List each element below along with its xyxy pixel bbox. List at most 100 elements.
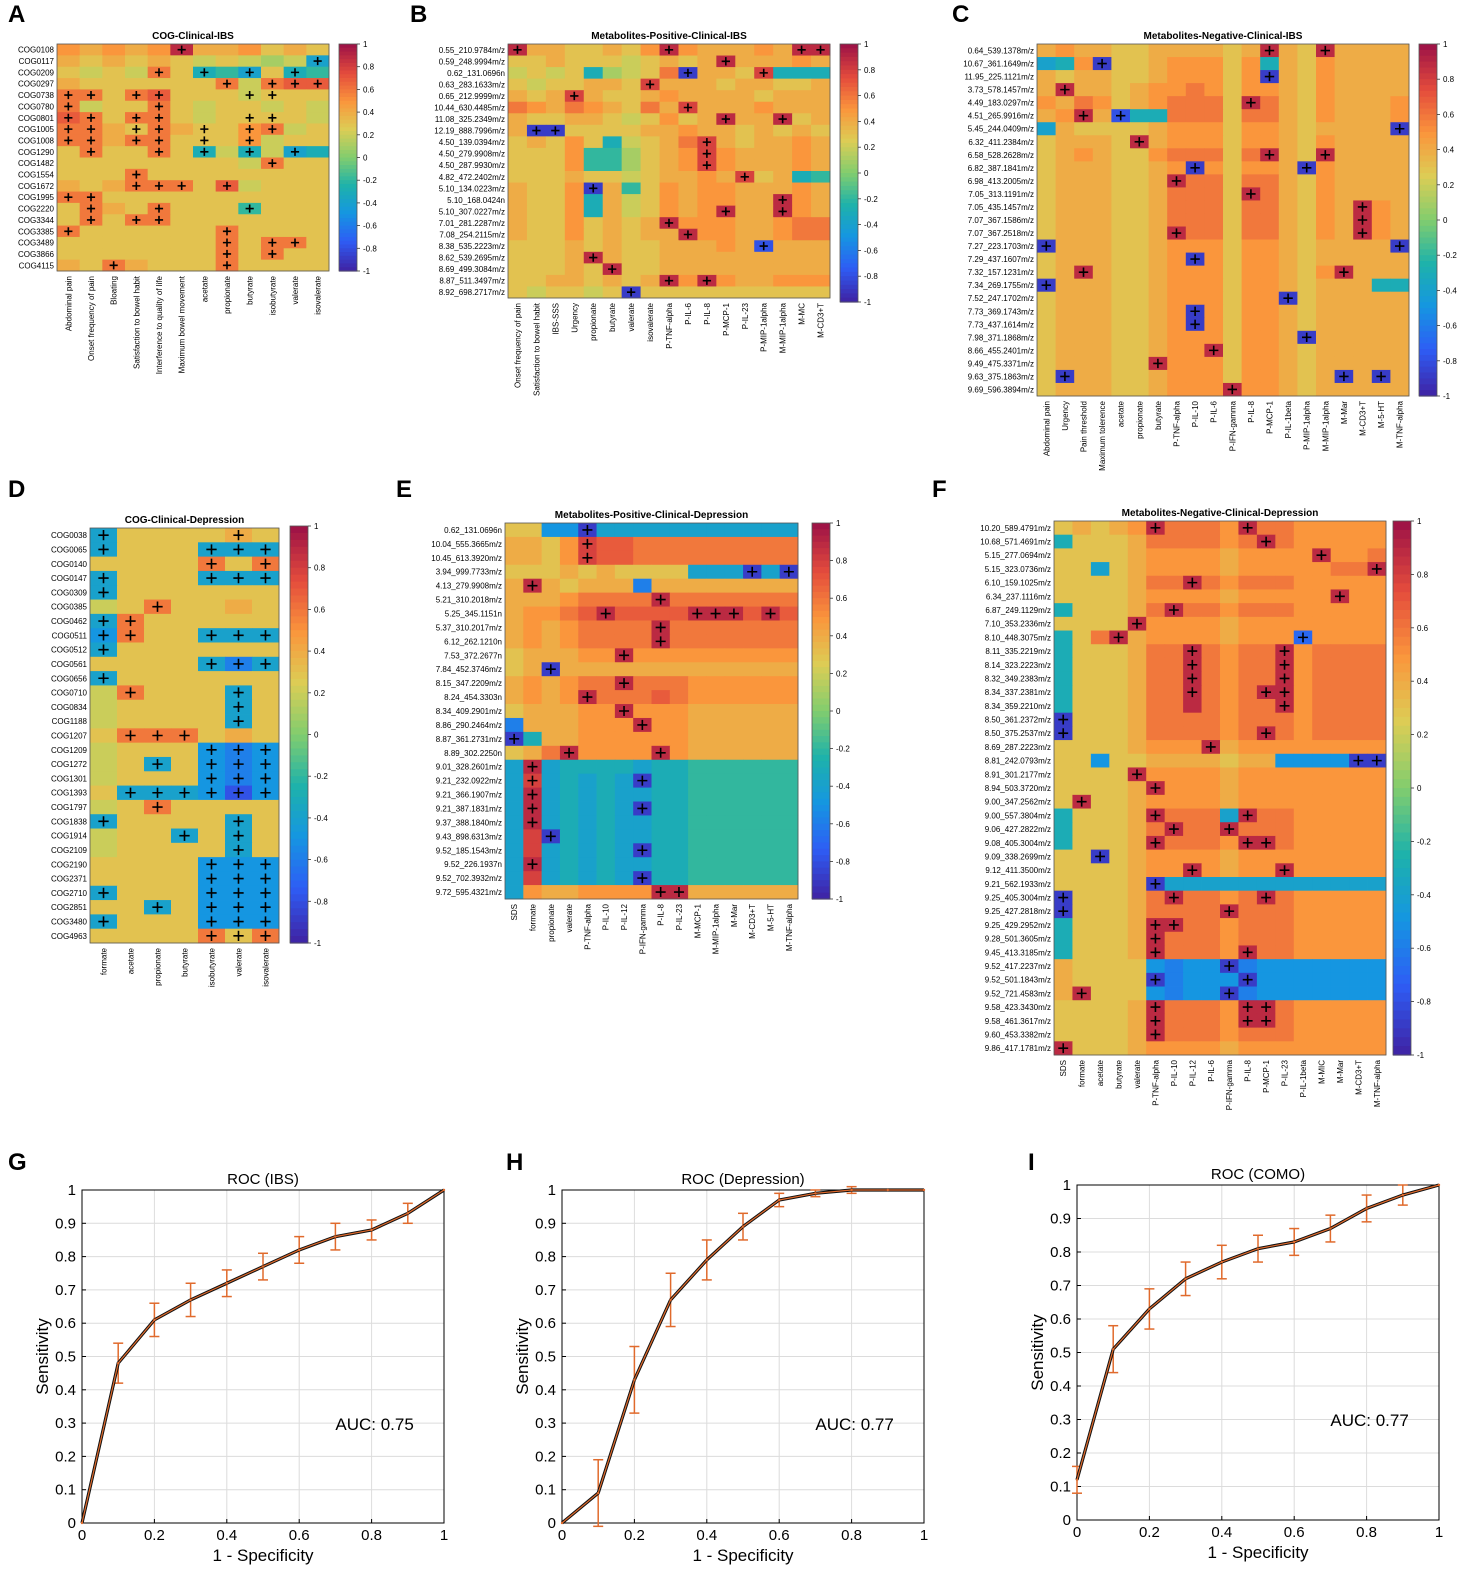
colorbar-tick-label: 0 xyxy=(314,731,319,740)
heatmap-cell xyxy=(779,592,799,607)
heatmap-cell xyxy=(1074,135,1094,149)
heatmap-cell xyxy=(1074,213,1094,227)
colorbar-tick-label: -0.2 xyxy=(1417,837,1431,846)
significance-plus-mark xyxy=(154,147,164,156)
heatmap-cell xyxy=(678,286,698,299)
heatmap-cell xyxy=(505,745,524,761)
heatmap-cell xyxy=(1037,343,1056,358)
heatmap-cell xyxy=(1223,343,1242,358)
heatmap-cell xyxy=(1109,657,1129,673)
heatmap-cell xyxy=(306,236,330,249)
colorbar-segment xyxy=(339,85,357,90)
heatmap-cell xyxy=(1148,70,1168,84)
heatmap-cell xyxy=(614,745,634,761)
heatmap-cell xyxy=(117,914,145,930)
heatmap-cell xyxy=(505,550,524,566)
significance-plus-mark xyxy=(1376,371,1386,382)
heatmap-cell xyxy=(238,55,262,68)
heatmap-cell xyxy=(1223,187,1242,201)
colorbar-segment xyxy=(339,100,357,106)
row-label: 9.58_461.3617m/z xyxy=(985,1017,1051,1026)
heatmap-cell xyxy=(669,801,689,816)
heatmap-cell xyxy=(1278,382,1298,397)
heatmap-cell xyxy=(1260,96,1280,110)
heatmap-cell xyxy=(596,731,616,747)
heatmap-cell xyxy=(754,44,774,56)
heatmap-cell xyxy=(754,101,774,114)
heatmap-cell xyxy=(640,274,660,287)
heatmap-cell xyxy=(1349,603,1368,618)
heatmap-cell xyxy=(779,620,799,635)
heatmap-cell xyxy=(1183,959,1202,974)
heatmap-cell xyxy=(678,147,698,160)
heatmap-cell xyxy=(1349,575,1368,590)
heatmap-cell xyxy=(1183,781,1202,796)
y-tick-label: 0.7 xyxy=(55,1282,76,1299)
heatmap-cell xyxy=(1238,685,1258,700)
heatmap-cell xyxy=(735,136,755,149)
colorbar-tick-label: -0.6 xyxy=(1443,322,1457,331)
heatmap-cell xyxy=(1183,877,1202,892)
column-label: formate xyxy=(100,947,109,975)
colorbar-segment xyxy=(840,250,858,256)
heatmap-cell xyxy=(578,787,597,802)
heatmap-cell xyxy=(1185,356,1205,371)
colorbar-segment xyxy=(290,637,308,645)
heatmap-cell xyxy=(596,550,616,566)
row-label: 8.89_302.2250n xyxy=(444,749,502,758)
heatmap-cell xyxy=(1278,356,1298,371)
heatmap-cell xyxy=(1293,712,1313,727)
heatmap-cell xyxy=(706,857,726,872)
heatmap-cell xyxy=(1312,931,1332,946)
row-label: 9.37_388.1840m/z xyxy=(436,818,502,827)
heatmap-cell xyxy=(1127,781,1147,796)
heatmap-cell xyxy=(621,55,641,68)
colorbar-segment xyxy=(1419,114,1437,121)
heatmap-cell xyxy=(117,857,145,872)
heatmap-cell xyxy=(697,113,717,126)
heatmap-cell xyxy=(1074,278,1094,293)
heatmap-cell xyxy=(669,620,689,635)
heatmap-cell xyxy=(1334,148,1354,162)
heatmap-cell xyxy=(1164,945,1184,960)
heatmap-cell xyxy=(743,857,762,872)
significance-plus-mark xyxy=(664,218,674,228)
heatmap-cell xyxy=(602,274,623,287)
heatmap-cell xyxy=(1201,767,1221,782)
heatmap-cell xyxy=(1371,187,1391,201)
colorbar-segment xyxy=(339,244,357,249)
heatmap-cell xyxy=(596,759,616,775)
heatmap-cell xyxy=(773,228,793,241)
heatmap-cell xyxy=(1164,1013,1184,1029)
heatmap-cell xyxy=(669,606,689,621)
colorbar-tick-label: -0.2 xyxy=(1443,251,1457,260)
heatmap-cell xyxy=(1111,252,1131,267)
heatmap-cell xyxy=(578,620,597,635)
heatmap-cell xyxy=(1130,44,1149,58)
colorbar-segment xyxy=(840,224,858,230)
heatmap-cell xyxy=(1072,767,1092,782)
heatmap-cell xyxy=(1330,603,1350,618)
heatmap-cell xyxy=(583,44,604,56)
heatmap-cell xyxy=(688,690,707,705)
colorbar-segment xyxy=(1393,752,1411,762)
heatmap-cell xyxy=(792,101,812,114)
heatmap-cell xyxy=(505,857,524,872)
row-label: COG0801 xyxy=(18,114,55,123)
heatmap-cell xyxy=(1037,57,1056,71)
heatmap-cell xyxy=(651,815,671,830)
column-label: acetate xyxy=(1117,400,1126,427)
heatmap-cell xyxy=(125,157,149,170)
colorbar-segment xyxy=(812,880,830,888)
significance-plus-mark xyxy=(64,136,73,145)
heatmap-cell xyxy=(1164,712,1184,727)
heatmap-cell xyxy=(1127,685,1147,700)
heatmap-cell xyxy=(1146,794,1166,809)
row-label: COG0738 xyxy=(18,91,55,100)
significance-plus-mark xyxy=(1190,306,1200,316)
heatmap-cell xyxy=(1241,330,1261,345)
heatmap-cell xyxy=(724,731,744,747)
heatmap-cell xyxy=(1241,135,1261,149)
colorbar-segment xyxy=(339,199,357,204)
heatmap-cell xyxy=(79,168,103,181)
